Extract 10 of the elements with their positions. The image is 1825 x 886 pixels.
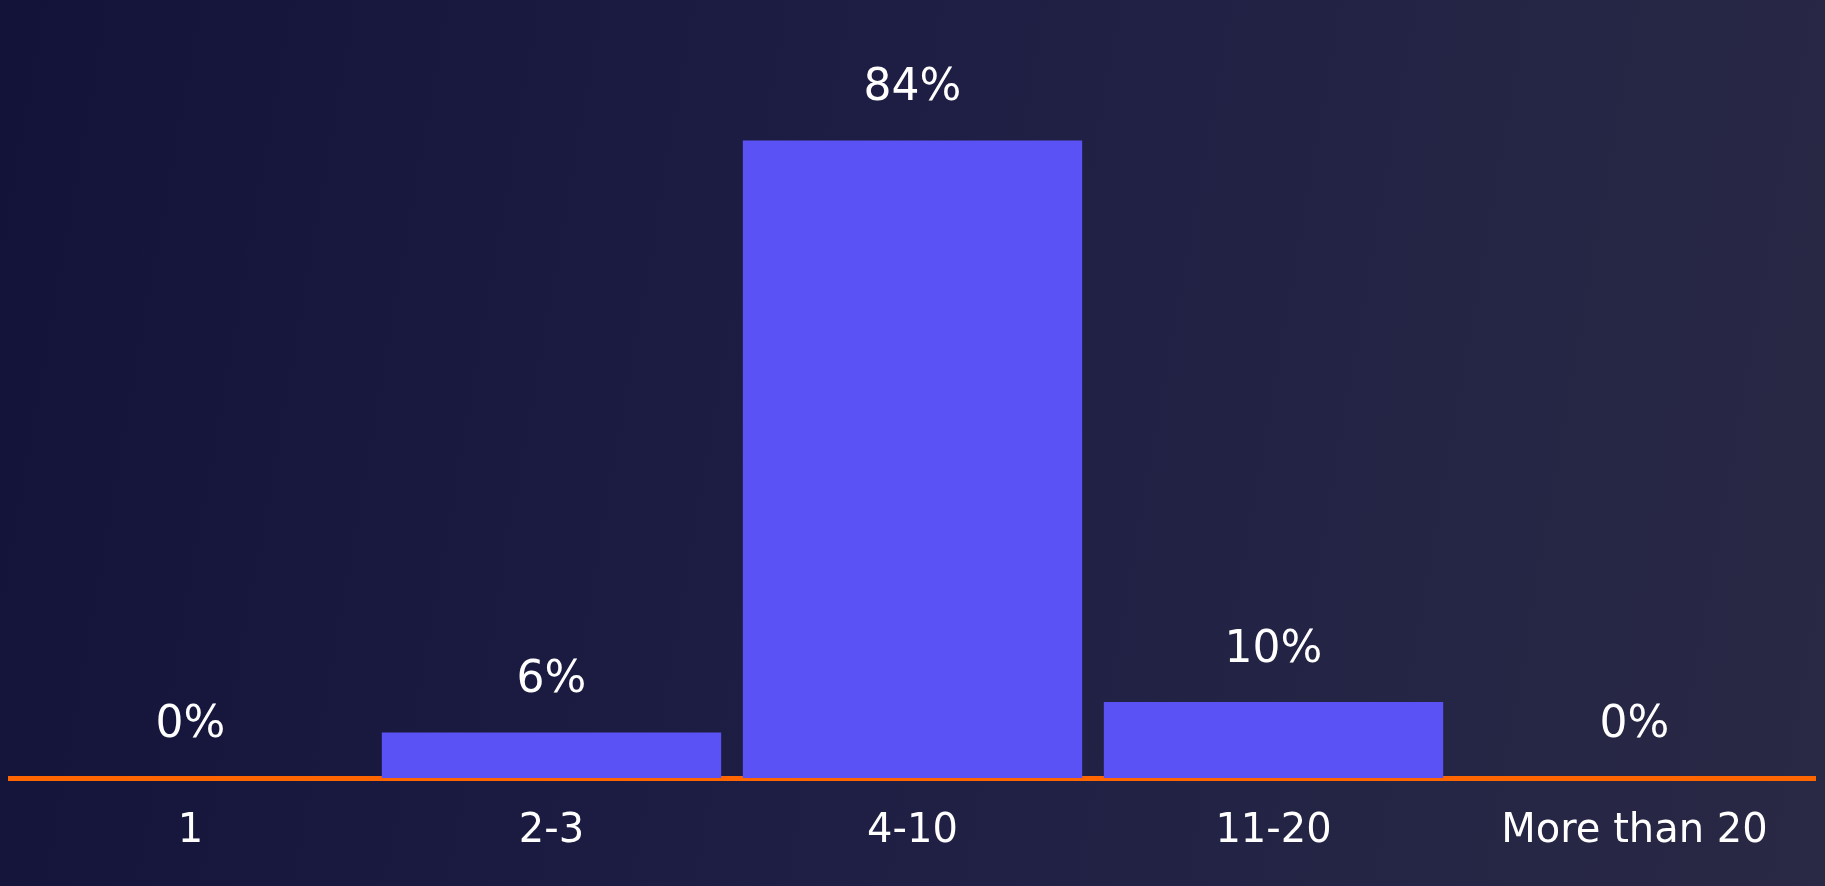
data-label: 6% <box>516 650 587 702</box>
x-tick-label: 4-10 <box>867 805 958 852</box>
data-label: 10% <box>1224 620 1323 672</box>
data-label: 0% <box>155 696 226 748</box>
x-tick-label: 1 <box>177 805 204 852</box>
data-label: 84% <box>863 58 962 110</box>
data-label: 0% <box>1599 696 1670 748</box>
x-tick-label: More than 20 <box>1501 805 1768 852</box>
x-tick-label: 2-3 <box>518 805 585 852</box>
x-tick-label: 11-20 <box>1215 805 1332 852</box>
